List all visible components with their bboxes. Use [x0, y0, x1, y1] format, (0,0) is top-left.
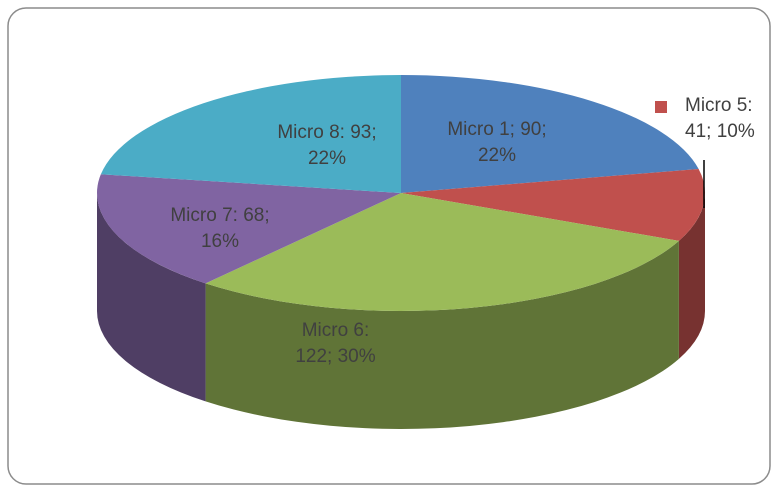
slice [205, 193, 679, 311]
slice-side [205, 240, 679, 430]
slice [96, 174, 401, 284]
data-label: Micro 7: 68; 16% [170, 205, 270, 252]
slice [401, 168, 705, 241]
data-label: Micro 8: 93; 22% [277, 122, 377, 169]
label-key [655, 101, 667, 113]
data-label: Micro 5: 41; 10% [685, 95, 755, 142]
slice [401, 75, 699, 193]
slice-side [97, 193, 206, 402]
slice-side [678, 193, 705, 359]
slice [100, 75, 402, 193]
data-label: Micro 1; 90; 22% [447, 119, 547, 166]
data-label: Micro 6: 122; 30% [295, 320, 376, 367]
